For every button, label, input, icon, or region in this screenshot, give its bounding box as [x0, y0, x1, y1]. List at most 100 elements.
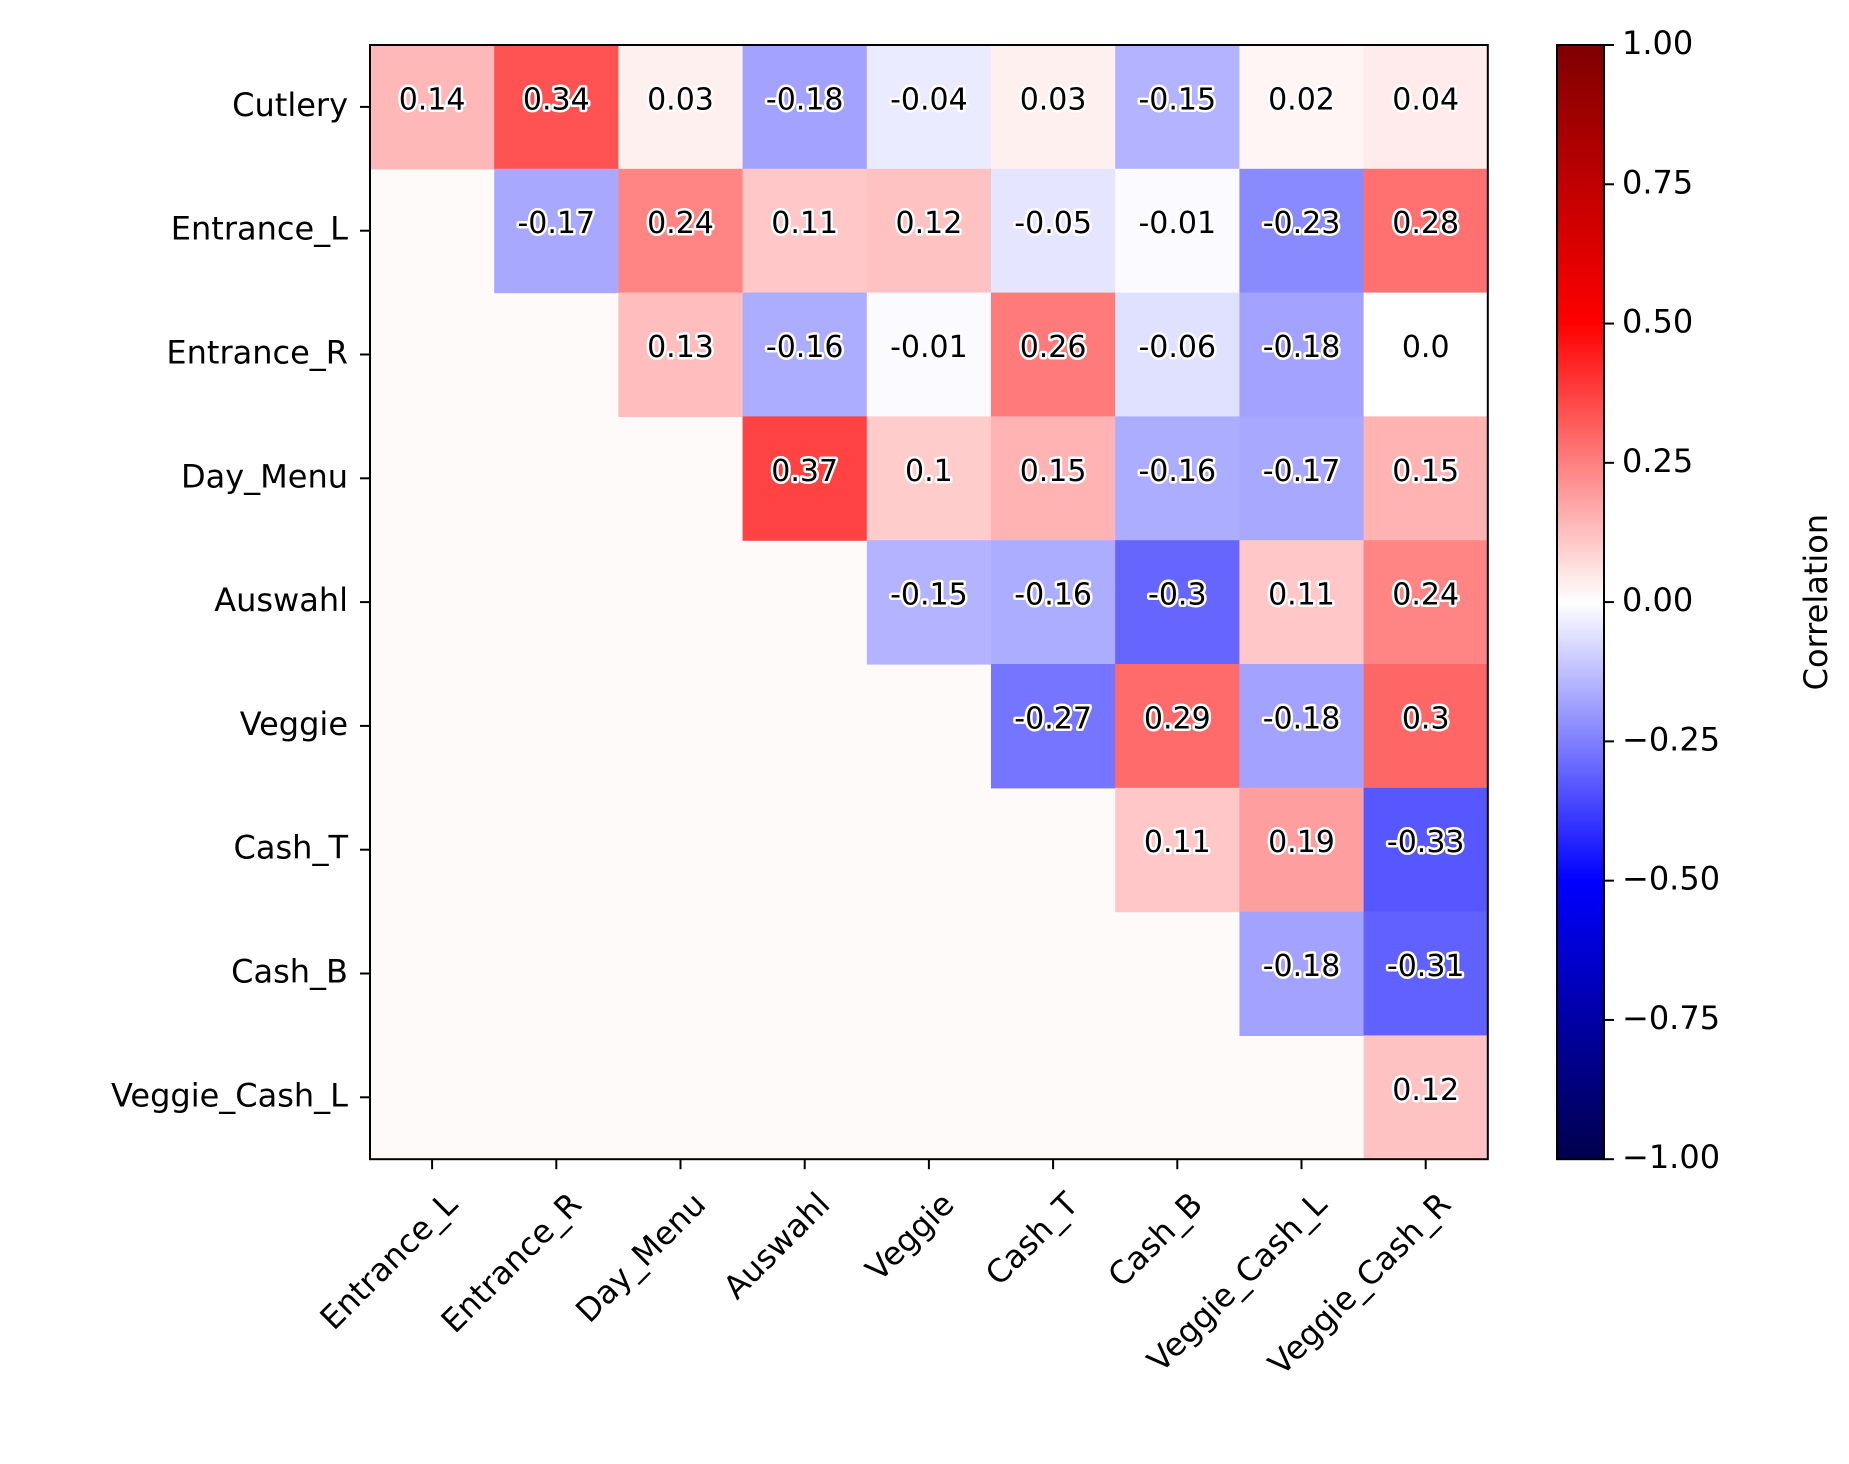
- heatmap-cell: [991, 416, 1116, 541]
- cell-value-label: 0.37: [771, 454, 838, 489]
- cell-value-label: 0.3: [1402, 701, 1450, 736]
- heatmap-cell: [1363, 540, 1489, 665]
- heatmap-cell: [991, 540, 1116, 665]
- heatmap-cell: [1363, 416, 1489, 541]
- cell-value-label: 0.03: [1020, 82, 1087, 117]
- heatmap-cell: [1239, 168, 1365, 294]
- x-tick-label: Cash_T: [978, 1185, 1086, 1293]
- heatmap-cell: [1363, 292, 1489, 417]
- cell-value-label: -0.06: [1138, 330, 1216, 365]
- heatmap-cell: [1363, 664, 1489, 789]
- heatmap-cell: [1363, 45, 1489, 170]
- heatmap-cell: [1115, 787, 1240, 913]
- cell-value-label: -0.27: [1014, 701, 1092, 736]
- cell-value-label: 0.0: [1402, 330, 1450, 365]
- cell-value-label: -0.05: [1014, 206, 1092, 241]
- heatmap-cell: [742, 168, 868, 294]
- heatmap-cell: [618, 45, 744, 170]
- heatmap-cell: [1239, 664, 1365, 789]
- heatmap-values: 0.14 0.34 0.03 -0.18 -0.04 0.03 -0.15 0.02 0.04 -…: [396, 80, 1467, 1110]
- y-tick-label: Day_Menu: [181, 457, 348, 495]
- cell-value-label: 0.14: [399, 82, 466, 117]
- y-tick-label: Cash_T: [234, 829, 349, 867]
- colorbar-gradient: [1556, 44, 1605, 1161]
- heatmap-cells: [370, 45, 1489, 1160]
- cell-value-label: 0.02: [1268, 82, 1335, 117]
- cell-value-label: -0.01: [1138, 206, 1216, 241]
- heatmap-cell: [1115, 416, 1240, 541]
- heatmap-cell: [494, 168, 619, 294]
- heatmap-cell: [1363, 911, 1489, 1036]
- y-axis: Cutlery Entrance_L Entrance_R Day_Menu Auswa…: [111, 86, 370, 1114]
- heatmap-cell: [1363, 787, 1489, 913]
- heatmap-cell: [991, 45, 1116, 170]
- cell-value-label: 0.28: [1392, 206, 1459, 241]
- heatmap-cell: [866, 416, 992, 541]
- heatmap-cell: [1239, 416, 1365, 541]
- cell-value-label: 0.24: [647, 206, 714, 241]
- heatmap-cell: [1363, 168, 1489, 294]
- colorbar-tick-label: 0.75: [1622, 163, 1693, 201]
- heatmap-cell: [1115, 540, 1240, 665]
- cell-value-label: 0.11: [1144, 825, 1211, 860]
- heatmap-cell: [494, 45, 619, 170]
- heatmap-cell: [1115, 664, 1240, 789]
- cell-value-label: -0.18: [1263, 330, 1341, 365]
- cell-value-label: 0.11: [771, 206, 838, 241]
- colorbar-tick-label: 0.00: [1622, 581, 1693, 619]
- cell-value-label: 0.1: [905, 454, 953, 489]
- heatmap-cell: [1239, 292, 1365, 417]
- heatmap-cell: [866, 292, 992, 417]
- cell-value-label: 0.29: [1144, 701, 1211, 736]
- colorbar-tick-label: −1.00: [1622, 1138, 1720, 1176]
- cell-value-label: -0.17: [1263, 454, 1341, 489]
- cell-value-label: -0.33: [1387, 825, 1465, 860]
- heatmap-cell: [866, 168, 992, 294]
- heatmap-cell: [370, 45, 495, 170]
- colorbar-tick-label: 0.50: [1622, 303, 1693, 341]
- cell-value-label: -0.3: [1148, 578, 1207, 613]
- cell-value-label: -0.15: [890, 578, 968, 613]
- cell-value-label: -0.18: [1263, 701, 1341, 736]
- cell-value-label: 0.13: [647, 330, 714, 365]
- y-tick-label: Cash_B: [231, 953, 348, 991]
- cell-value-label: -0.31: [1387, 949, 1465, 984]
- heatmap-cell: [866, 45, 992, 170]
- cell-value-label: -0.18: [766, 82, 844, 117]
- y-tick-label: Veggie: [240, 705, 348, 743]
- y-tick-label: Auswahl: [214, 581, 348, 619]
- cell-value-label: 0.24: [1392, 578, 1459, 613]
- cell-value-label: 0.03: [647, 82, 714, 117]
- cell-value-label: 0.12: [1392, 1073, 1459, 1108]
- colorbar-tick-label: 0.25: [1622, 442, 1693, 480]
- y-tick-label: Veggie_Cash_L: [111, 1076, 348, 1114]
- colorbar: 1.00 0.75 0.50 0.25 0.00 −0.25 −0.50 −0.75 −1.00…: [1556, 24, 1835, 1176]
- heatmap-cell: [1239, 911, 1365, 1036]
- colorbar-tick-label: 1.00: [1622, 24, 1693, 62]
- heatmap-cell: [1239, 540, 1365, 665]
- x-tick-label: Veggie: [858, 1185, 961, 1288]
- cell-value-label: 0.26: [1020, 330, 1087, 365]
- heatmap-cell: [1115, 292, 1240, 417]
- heatmap-cell: [1363, 1035, 1489, 1160]
- cell-value-label: 0.11: [1268, 578, 1335, 613]
- heatmap-cell: [1239, 787, 1365, 913]
- cell-value-label: -0.23: [1263, 206, 1341, 241]
- cell-value-label: 0.12: [896, 206, 963, 241]
- cell-value-label: 0.04: [1392, 82, 1459, 117]
- heatmap-cell: [991, 168, 1116, 294]
- cell-value-label: -0.16: [1014, 578, 1092, 613]
- x-tick-label: Auswahl: [716, 1185, 837, 1306]
- heatmap-cell: [866, 540, 992, 665]
- heatmap-cell: [991, 292, 1116, 417]
- heatmap-cell: [991, 664, 1116, 789]
- colorbar-tick-label: −0.50: [1622, 860, 1720, 898]
- colorbar-label: Correlation: [1797, 514, 1835, 690]
- x-tick-label: Day_Menu: [568, 1185, 713, 1330]
- x-tick-label: Cash_B: [1100, 1185, 1210, 1295]
- cell-value-label: 0.34: [523, 82, 590, 117]
- colorbar-tick-label: −0.25: [1622, 720, 1720, 758]
- heatmap-cell: [742, 292, 868, 417]
- colorbar-tick-label: −0.75: [1622, 999, 1720, 1037]
